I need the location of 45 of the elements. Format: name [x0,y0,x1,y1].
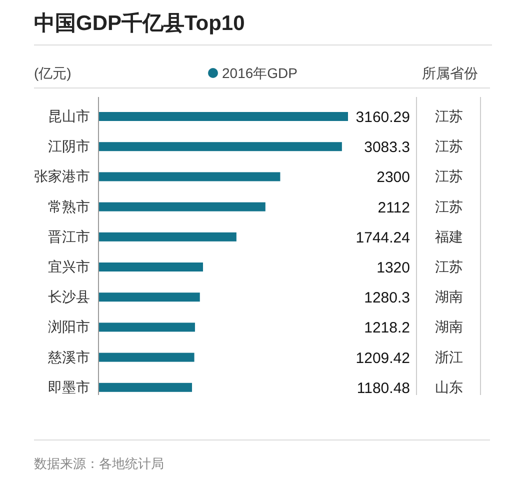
y-tick-label: 即墨市 [48,378,90,395]
y-tick-label: 昆山市 [48,108,90,124]
y-tick-label: 宜兴市 [48,258,90,274]
y2-tick-label: 湖南 [435,288,463,305]
bar [99,262,204,272]
x-axis-title: (亿元) [34,65,72,81]
data-label: 1280.3 [364,290,410,307]
y2-tick-label: 江苏 [435,168,463,184]
data-label: 3083.3 [364,139,410,156]
y2-tick-label: 湖南 [435,318,463,335]
bar [99,292,200,302]
bar [99,232,236,242]
y2-tick-label: 福建 [435,228,463,244]
bar [99,112,348,121]
y-tick-label: 浏阳市 [48,318,90,335]
data-label: 2300 [376,169,410,186]
y-tick-label: 晋江市 [48,228,90,244]
data-label: 1218.2 [364,320,410,337]
text: 所属省份 [422,65,478,81]
y2-tick-label: 江苏 [435,258,463,274]
y-tick-label: 张家港市 [34,168,90,184]
y-tick-label: 慈溪市 [47,348,90,365]
y2-tick-label: 江苏 [435,138,463,154]
data-label: 1744.24 [356,229,410,246]
source-note: 数据来源：各地统计局 [34,456,164,471]
data-label: 1209.42 [356,350,410,367]
bar [99,142,342,152]
y-tick-label: 江阴市 [48,138,90,154]
y2-tick-label: 山东 [435,378,463,395]
bar [99,322,195,332]
bar [99,352,194,362]
legend-label: 2016年GDP [222,65,298,81]
y-tick-label: 长沙县 [48,288,90,305]
y2-tick-label: 江苏 [435,108,463,124]
bar [99,202,266,212]
data-label: 1180.48 [356,380,410,397]
y-tick-label: 常熟市 [48,198,90,214]
y2-tick-label: 江苏 [435,198,463,214]
y2-tick-label: 浙江 [435,348,463,365]
chart-title: 中国GDP千亿县Top10 [34,11,245,35]
data-label: 3160.29 [356,109,410,126]
data-label: 2112 [378,199,410,216]
bar [99,172,280,182]
bar [99,382,192,392]
data-label: 1320 [376,260,410,276]
